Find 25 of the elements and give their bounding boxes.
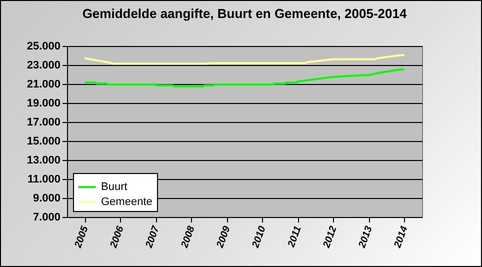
legend-label: Gemeente: [101, 196, 152, 208]
x-tick-label: 2014: [392, 224, 411, 250]
y-tick-label: 21.000: [26, 78, 60, 90]
x-tick-label: 2008: [179, 224, 198, 250]
x-tick-label: 2012: [321, 224, 340, 250]
y-tick-label: 19.000: [26, 98, 60, 110]
chart-title: Gemiddelde aangifte, Buurt en Gemeente, 2005-2014: [82, 6, 408, 21]
y-tick-label: 13.000: [26, 154, 60, 166]
y-tick-label: 9.000: [32, 192, 60, 204]
x-tick-label: 2010: [250, 224, 269, 250]
line-series: [84, 54, 406, 65]
y-tick-label: 23.000: [26, 60, 60, 72]
y-tick-label: 17.000: [26, 116, 60, 128]
x-tick-label: 2009: [214, 224, 234, 250]
x-tick-label: 2013: [356, 224, 376, 250]
legend-label: Buurt: [101, 181, 128, 193]
y-tick-label: 25.000: [26, 40, 60, 52]
x-tick-label: 2007: [144, 224, 162, 250]
y-tick-label: 11.000: [27, 174, 60, 186]
y-tick-label: 15.000: [26, 136, 60, 148]
x-tick-label: 2006: [108, 224, 127, 250]
x-tick-label: 2011: [286, 224, 304, 250]
x-tick-label: 2005: [72, 224, 92, 250]
y-tick-label: 7.000: [32, 212, 60, 224]
line-series: [84, 68, 406, 88]
